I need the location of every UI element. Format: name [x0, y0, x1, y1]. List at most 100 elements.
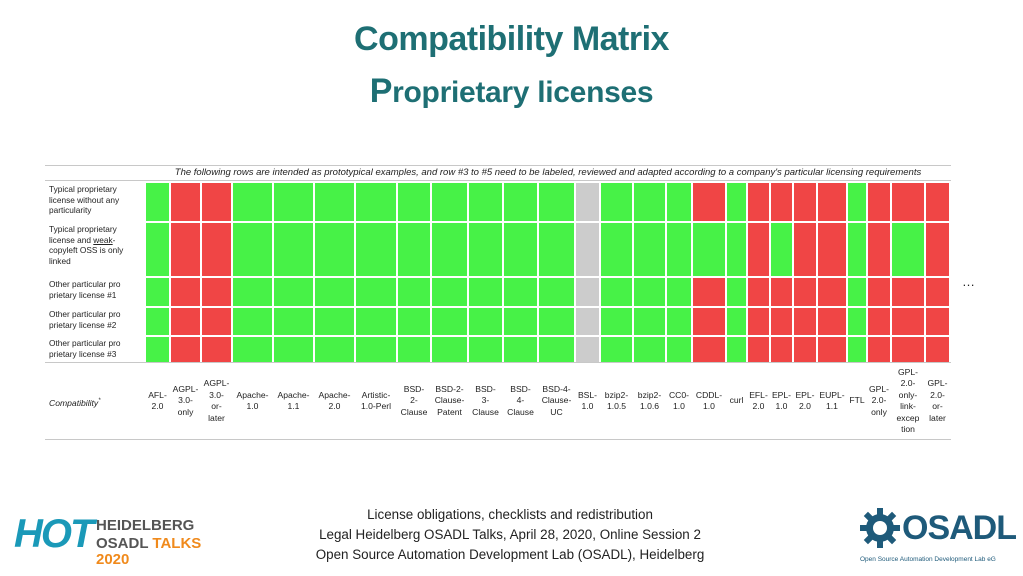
matrix-cell — [576, 278, 599, 306]
column-label: CC0- 1.0 — [666, 365, 692, 437]
matrix-cell — [356, 183, 396, 221]
matrix-cell — [202, 308, 231, 335]
slide-subtitle: Proprietary licenses — [0, 72, 1023, 111]
row-label: Typical proprietary license without any … — [49, 184, 120, 215]
matrix-cell — [146, 223, 169, 276]
matrix-cell — [771, 337, 792, 362]
matrix-cell — [727, 308, 746, 335]
matrix-cell — [748, 308, 769, 335]
matrix-cell — [693, 337, 725, 362]
subtitle-initial: P — [369, 72, 393, 110]
matrix-cell — [693, 308, 725, 335]
row-label-part: weak — [93, 234, 113, 245]
column-label: Apache- 1.0 — [232, 365, 273, 437]
column-label: GPL- 2.0- only — [867, 365, 891, 437]
matrix-cell — [146, 183, 169, 221]
matrix-cell — [926, 308, 949, 335]
matrix-cell — [667, 308, 691, 335]
column-label: AGPL- 3.0- only — [170, 365, 201, 437]
column-label-text: BSD-4- Clause- UC — [541, 383, 572, 417]
compatibility-axis-label: Compatibility* — [49, 398, 101, 408]
matrix-cell — [539, 278, 574, 306]
matrix-cell — [202, 183, 231, 221]
matrix-cell — [634, 308, 665, 335]
matrix-cell — [469, 223, 502, 276]
matrix-cell — [634, 223, 665, 276]
matrix-cell — [794, 278, 816, 306]
matrix-cell — [469, 337, 502, 362]
matrix-cell — [315, 183, 354, 221]
matrix-cell — [146, 278, 169, 306]
matrix-cell — [818, 308, 846, 335]
column-label-text: BSD-2- Clause- Patent — [434, 383, 465, 417]
matrix-cell — [233, 183, 272, 221]
column-label-text: BSD- 4- Clause — [507, 383, 534, 417]
osadl-gear-icon — [860, 508, 900, 548]
column-label-text: BSD- 3- Clause — [472, 383, 499, 417]
row-label: Other particular pro prietary license #3 — [49, 338, 121, 359]
column-label-text: curl — [729, 395, 744, 406]
matrix-end-rule — [45, 439, 951, 440]
matrix-cell — [398, 278, 430, 306]
matrix-cell — [868, 308, 890, 335]
matrix-cell — [926, 183, 949, 221]
column-label: curl — [726, 365, 747, 437]
matrix-cell — [794, 183, 816, 221]
matrix-cell — [432, 337, 467, 362]
matrix-cell — [274, 308, 313, 335]
matrix-cell — [504, 183, 537, 221]
matrix-cell — [315, 308, 354, 335]
osadl-logo: OSADL Open Source Automation Development… — [858, 506, 1018, 570]
matrix-cell — [274, 278, 313, 306]
column-label: BSD-4- Clause- UC — [538, 365, 575, 437]
matrix-cell — [892, 278, 924, 306]
matrix-cell — [748, 223, 769, 276]
row-label-part: Typical proprietary license and — [49, 224, 117, 245]
column-label: EPL- 2.0 — [793, 365, 817, 437]
matrix-cell — [634, 183, 665, 221]
matrix-cell — [794, 337, 816, 362]
compatibility-label-text: Compatibility — [49, 398, 99, 408]
row-label-part: -copyleft OSS is only linked — [49, 234, 124, 266]
matrix-cell — [576, 183, 599, 221]
column-label-text: GPL- 2.0- only- link- excep tion — [896, 366, 920, 435]
column-label-text: GPL- 2.0- or- later — [927, 378, 948, 423]
subtitle-rest: roprietary licenses — [392, 76, 654, 109]
matrix-cell — [771, 183, 792, 221]
matrix-cell — [171, 278, 200, 306]
matrix-cell — [601, 308, 632, 335]
matrix-cell — [926, 278, 949, 306]
matrix-note: The following rows are intended as proto… — [174, 167, 922, 178]
matrix-cell — [171, 183, 200, 221]
footer-line-3: Open Source Automation Development Lab (… — [315, 547, 705, 562]
matrix-cell — [818, 278, 846, 306]
hot-logo-mark: HOT — [14, 512, 94, 556]
column-label: EPL- 1.0 — [770, 365, 793, 437]
matrix-cell — [771, 278, 792, 306]
matrix-note-rule — [45, 180, 951, 181]
matrix-cell — [576, 308, 599, 335]
column-label: FTL — [847, 365, 867, 437]
matrix-cell — [848, 337, 866, 362]
column-label-text: bzip2- 1.0.6 — [637, 389, 662, 412]
matrix-cell — [818, 183, 846, 221]
matrix-cell — [171, 337, 200, 362]
matrix-cell — [202, 223, 231, 276]
matrix-cell — [601, 183, 632, 221]
column-label: Apache- 1.1 — [273, 365, 314, 437]
column-label: bzip2- 1.0.6 — [633, 365, 666, 437]
column-label-text: Apache- 1.1 — [277, 389, 310, 412]
matrix-cell — [233, 223, 272, 276]
column-label: BSD- 2- Clause — [397, 365, 431, 437]
matrix-cell — [356, 278, 396, 306]
column-label: EFL- 2.0 — [747, 365, 770, 437]
more-columns-ellipsis: … — [962, 274, 975, 289]
matrix-cell — [868, 278, 890, 306]
matrix-cell — [601, 223, 632, 276]
column-label: AGPL- 3.0- or- later — [201, 365, 232, 437]
matrix-cell — [601, 337, 632, 362]
column-label-text: EUPL- 1.1 — [819, 389, 845, 412]
matrix-cell — [771, 223, 792, 276]
matrix-cell — [794, 223, 816, 276]
hot-logo-talks: TALKS 2020 — [96, 535, 202, 568]
